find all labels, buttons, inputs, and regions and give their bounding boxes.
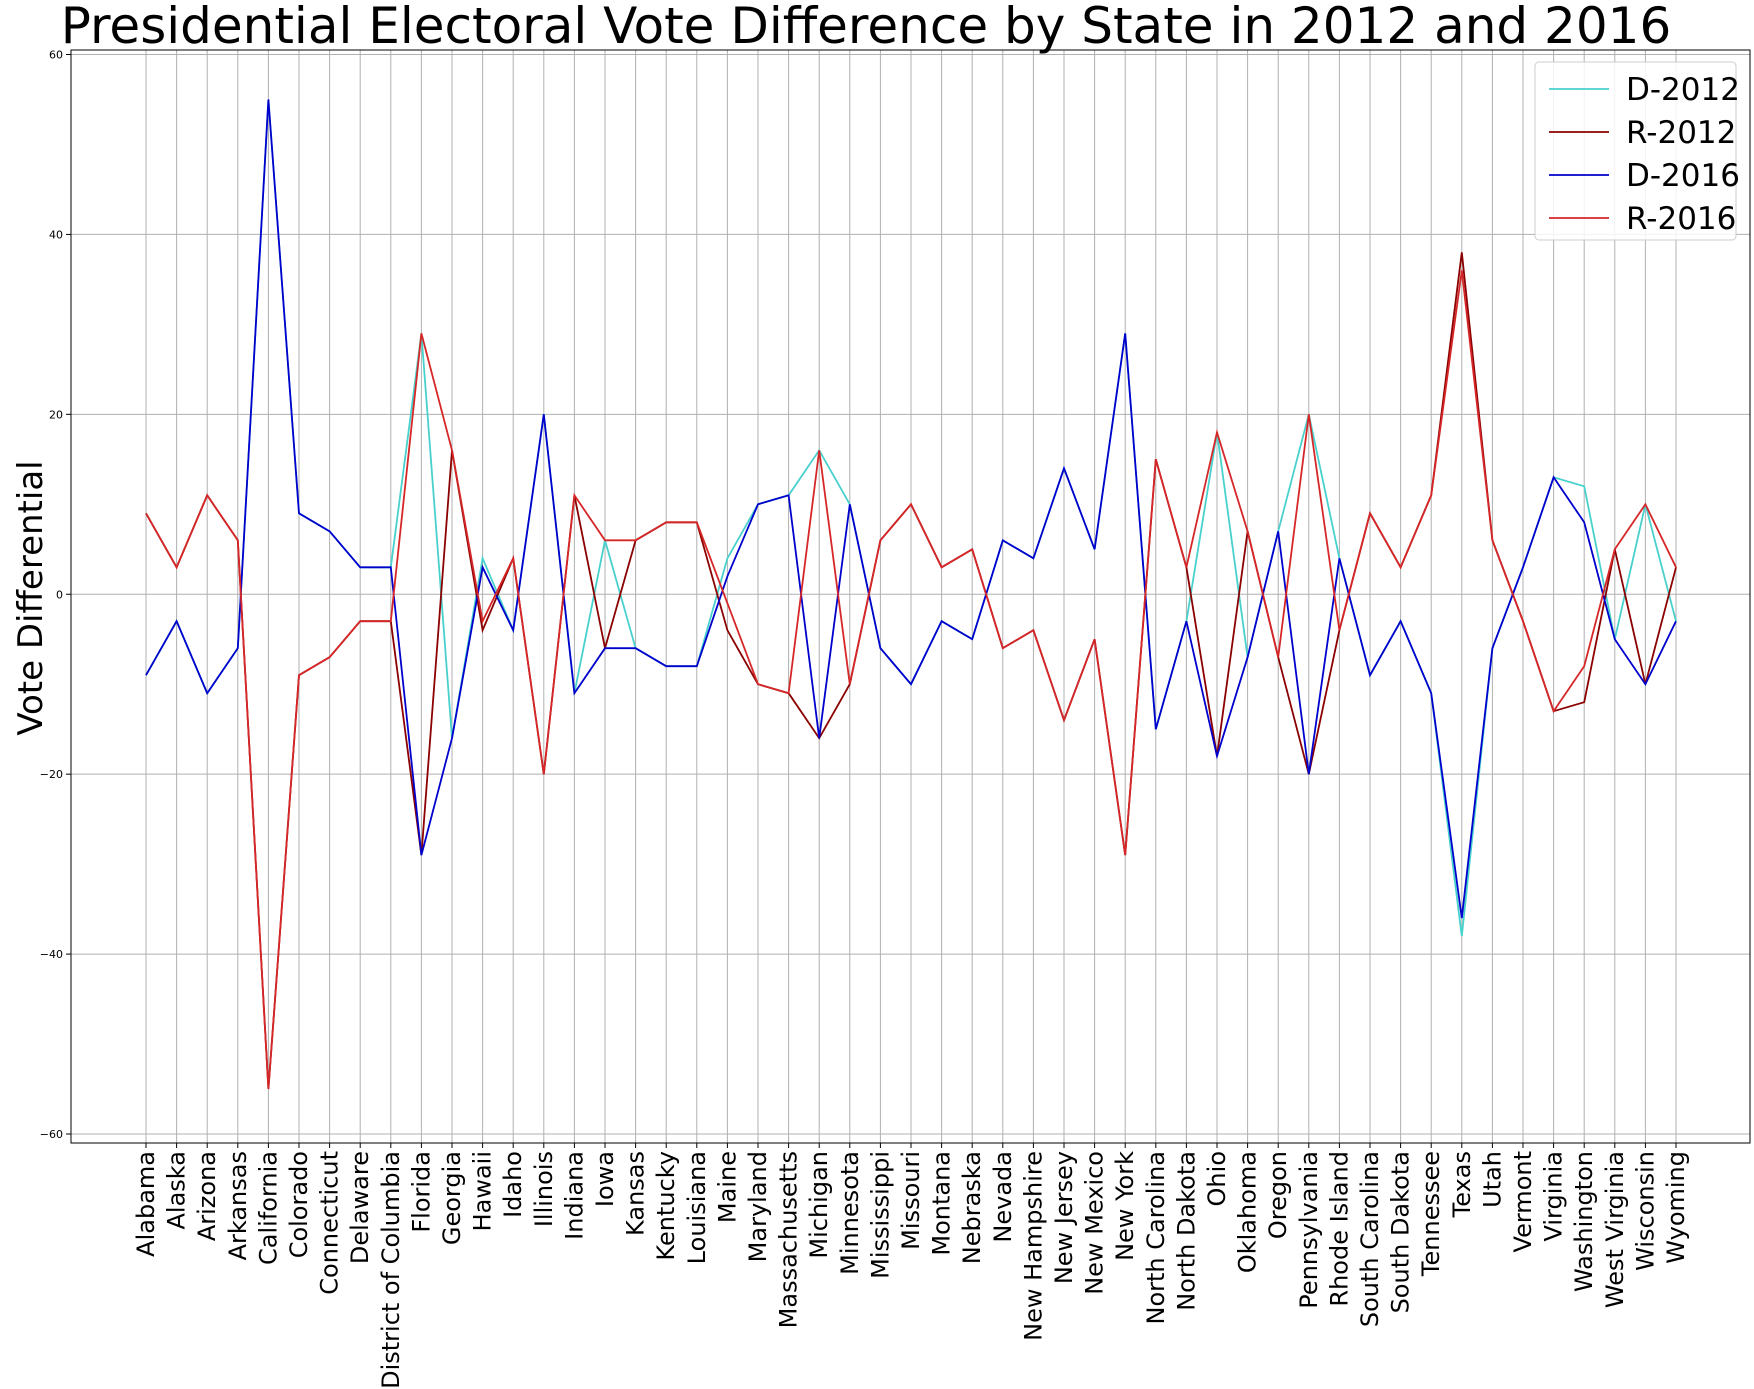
x-tick-label: North Dakota — [1172, 1151, 1200, 1311]
x-tick-label: Hawaii — [469, 1151, 497, 1231]
x-tick-label: West Virginia — [1601, 1151, 1629, 1308]
series-line-d-2016 — [145, 99, 1677, 919]
grid-layer — [71, 50, 1750, 1143]
x-tick-label: Nevada — [989, 1151, 1017, 1243]
x-tick-label: Vermont — [1509, 1151, 1537, 1252]
x-tick-label: Alabama — [132, 1151, 160, 1257]
y-tick-label: 60 — [49, 48, 63, 61]
x-tick-label: Maryland — [744, 1151, 772, 1262]
x-tick-label: Alaska — [163, 1151, 191, 1229]
legend-label: R-2016 — [1626, 201, 1736, 237]
legend-label: R-2012 — [1626, 115, 1736, 151]
x-tick-label: Kansas — [622, 1151, 650, 1236]
x-tick-label: New Jersey — [1050, 1151, 1078, 1284]
x-tick-label: Georgia — [438, 1151, 466, 1245]
x-tick-label: Minnesota — [836, 1151, 864, 1275]
x-tick-label: Arizona — [193, 1151, 221, 1241]
x-tick-label: New York — [1111, 1151, 1139, 1261]
legend: D-2012 R-2012 D-2016 R-2016 — [1534, 61, 1740, 241]
x-tick-label: New Hampshire — [1019, 1151, 1047, 1341]
x-tick-label: Oklahoma — [1234, 1151, 1262, 1273]
x-tick-label: Illinois — [530, 1151, 558, 1227]
x-tick-label: Texas — [1448, 1151, 1476, 1218]
x-tick-label: Iowa — [591, 1151, 619, 1207]
y-tick-label: 40 — [49, 228, 63, 241]
x-tick-label: Pennsylvania — [1295, 1151, 1323, 1309]
x-tick-label: Oregon — [1264, 1151, 1292, 1239]
x-tick-label: Connecticut — [316, 1151, 344, 1295]
x-tick-label: Arkansas — [224, 1151, 252, 1260]
chart-title: Presidential Electoral Vote Difference b… — [61, 0, 1672, 55]
axes-layer: Alabama Alaska Arizona Arkansas California Co… — [40, 48, 1751, 1389]
x-tick-label: Virginia — [1540, 1151, 1568, 1242]
y-tick-label: −20 — [40, 768, 63, 781]
x-tick-label: New Mexico — [1081, 1151, 1109, 1295]
series-line-r-2016 — [145, 270, 1677, 1090]
x-tick-label: Tennessee — [1417, 1151, 1445, 1277]
x-tick-label: Michigan — [805, 1151, 833, 1259]
x-tick-label: Colorado — [285, 1151, 313, 1258]
x-tick-label: Nebraska — [958, 1151, 986, 1264]
x-tick-label: Washington — [1570, 1151, 1598, 1292]
x-tick-label: California — [254, 1151, 282, 1265]
x-tick-label: Utah — [1478, 1151, 1506, 1208]
x-tick-label: Ohio — [1203, 1151, 1231, 1206]
plot-frame — [70, 49, 1751, 1144]
x-tick-label: Mississippi — [866, 1151, 894, 1279]
x-tick-label: Montana — [928, 1151, 956, 1256]
x-tick-label: Rhode Island — [1325, 1151, 1353, 1307]
x-tick-label: Maine — [713, 1151, 741, 1223]
x-tick-label: Florida — [407, 1151, 435, 1233]
x-tick-label: Massachusetts — [775, 1151, 803, 1328]
x-tick-label: Idaho — [499, 1151, 527, 1218]
x-tick-label: North Carolina — [1142, 1151, 1170, 1325]
legend-label: D-2012 — [1626, 72, 1740, 108]
x-tick-label: Wisconsin — [1631, 1151, 1659, 1271]
y-tick-label: 20 — [49, 408, 63, 421]
x-tick-label: South Dakota — [1387, 1151, 1415, 1313]
x-tick-label: Wyoming — [1662, 1151, 1690, 1264]
legend-box — [1534, 61, 1737, 241]
x-tick-label: Kentucky — [652, 1151, 680, 1261]
series-layer — [145, 99, 1677, 1090]
y-axis-label: Vote Differential — [11, 460, 51, 735]
y-tick-label: −40 — [40, 948, 63, 961]
x-tick-label: Missouri — [897, 1151, 925, 1250]
x-tick-label: Indiana — [560, 1151, 588, 1240]
x-tick-label: Delaware — [346, 1151, 374, 1264]
y-tick-label: 0 — [56, 588, 63, 601]
x-tick-label: Louisiana — [683, 1151, 711, 1264]
y-tick-label: −60 — [40, 1128, 63, 1141]
x-tick-label: District of Columbia — [377, 1151, 405, 1389]
legend-label: D-2016 — [1626, 158, 1740, 194]
x-tick-label: South Carolina — [1356, 1151, 1384, 1327]
